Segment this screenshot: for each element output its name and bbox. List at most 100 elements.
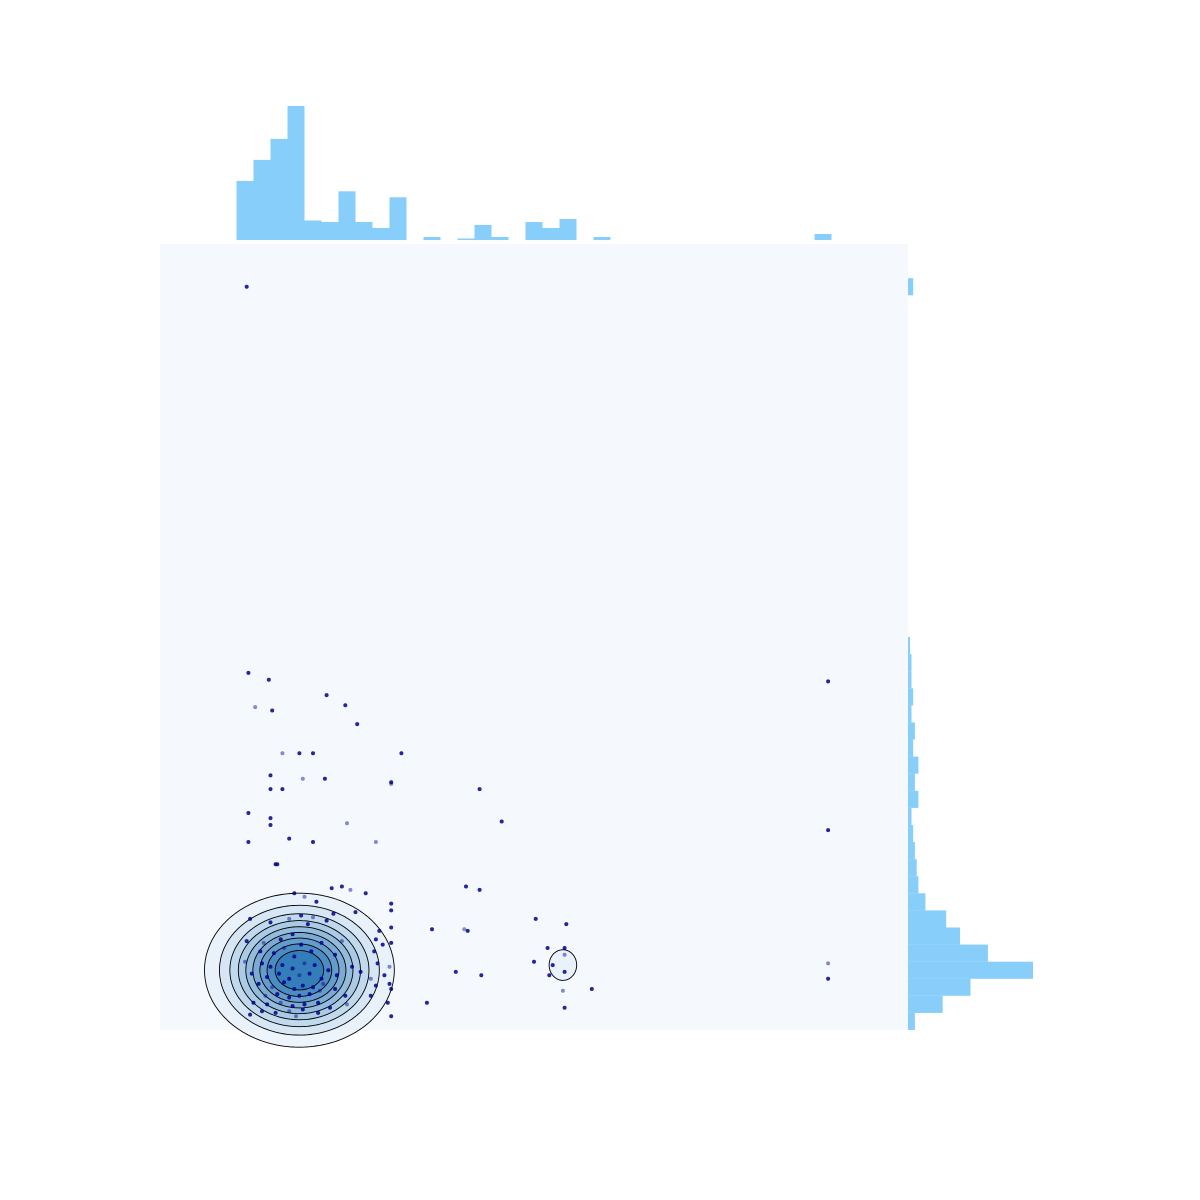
- scatter-point: [275, 992, 280, 997]
- scatter-point: [299, 942, 304, 947]
- scatter-point: [382, 973, 387, 978]
- y-histogram-bar: [908, 722, 915, 740]
- scatter-point: [377, 928, 382, 933]
- y-histogram-bar: [908, 637, 910, 655]
- scatter-point: [316, 1000, 321, 1005]
- y-histogram-bar: [908, 842, 915, 860]
- scatter-point: [387, 981, 392, 986]
- scatter-point: [287, 976, 292, 981]
- x-histogram-bar: [270, 138, 288, 240]
- scatter-point: [311, 840, 315, 844]
- scatter-point: [826, 976, 831, 981]
- scatter-point: [345, 821, 349, 826]
- scatter-point: [477, 787, 482, 792]
- scatter-point: [246, 670, 251, 675]
- x-histogram-bar: [423, 237, 441, 240]
- scatter-point: [292, 891, 297, 896]
- scatter-point: [389, 1014, 394, 1019]
- scatter-point: [562, 946, 567, 950]
- scatter-point: [319, 940, 324, 945]
- scatter-point: [562, 969, 567, 974]
- x-histogram-bar: [287, 106, 305, 240]
- x-histogram-bar: [542, 228, 560, 240]
- y-histogram-bar: [908, 807, 912, 825]
- scatter-point: [350, 964, 355, 969]
- scatter-point: [321, 981, 326, 986]
- y-histogram-bar: [908, 654, 912, 672]
- scatter-point: [256, 981, 261, 986]
- scatter-point: [550, 963, 555, 968]
- scatter-point: [309, 949, 314, 954]
- scatter-point: [826, 961, 831, 966]
- scatter-point: [312, 963, 317, 968]
- x-histogram-bar: [236, 180, 254, 240]
- y-histogram-bar: [908, 927, 961, 945]
- scatter-point: [826, 828, 831, 833]
- scatter-point: [300, 983, 305, 988]
- scatter-point: [260, 1009, 264, 1014]
- kde-level-line: [219, 904, 380, 1036]
- scatter-point: [287, 836, 292, 841]
- scatter-point: [430, 927, 434, 932]
- scatter-point: [317, 988, 322, 993]
- kde-level-fill: [275, 950, 324, 990]
- scatter-point: [334, 973, 339, 978]
- y-histogram-bar: [908, 978, 971, 996]
- scatter-point: [358, 969, 363, 974]
- x-histogram-bar: [457, 238, 475, 240]
- scatter-point: [326, 968, 331, 973]
- scatter-point: [564, 922, 569, 927]
- scatter-point: [292, 987, 297, 991]
- scatter-point: [282, 946, 287, 950]
- y-histogram-bar: [908, 859, 917, 877]
- scatter-point: [424, 1000, 429, 1005]
- y-histogram-bar: [908, 876, 919, 894]
- scatter-point: [294, 1014, 298, 1019]
- y-histogram-bar: [908, 756, 919, 774]
- scatter-point: [261, 940, 266, 945]
- scatter-point: [253, 705, 258, 710]
- x-histogram-bar: [304, 220, 322, 240]
- scatter-point: [277, 971, 281, 976]
- scatter-point: [562, 952, 567, 957]
- x-histogram-bar: [389, 197, 407, 240]
- scatter-point: [268, 920, 273, 925]
- y-histogram-bar: [908, 995, 943, 1013]
- scatter-point: [258, 949, 263, 954]
- scatter-point: [389, 987, 394, 991]
- scatter-point: [465, 928, 470, 933]
- scatter-point: [547, 973, 552, 978]
- y-marginal-histogram: [908, 278, 1033, 1030]
- scatter-point: [462, 927, 467, 932]
- scatter-point: [373, 937, 378, 942]
- y-histogram-bar: [908, 1012, 915, 1030]
- scatter-point: [314, 899, 319, 904]
- scatter-point: [560, 988, 565, 993]
- kde-level-line: [245, 926, 354, 1015]
- x-histogram-bar: [814, 234, 832, 240]
- scatter-point: [280, 787, 285, 792]
- scatter-point: [297, 751, 302, 756]
- scatter-points: [243, 284, 831, 1019]
- scatter-point: [297, 973, 302, 978]
- scatter-point: [373, 983, 378, 988]
- kde-level-line: [237, 920, 361, 1021]
- scatter-point: [319, 976, 324, 981]
- scatter-point: [324, 918, 329, 923]
- scatter-point: [251, 1000, 256, 1005]
- scatter-point: [244, 939, 249, 944]
- scatter-point: [385, 1000, 390, 1005]
- scatter-point: [389, 781, 394, 786]
- scatter-point: [343, 993, 348, 998]
- scatter-point: [302, 894, 307, 899]
- scatter-point: [268, 787, 273, 792]
- y-histogram-bar: [908, 705, 912, 723]
- scatter-point: [545, 946, 550, 950]
- scatter-point: [246, 840, 251, 844]
- scatter-point: [300, 776, 305, 781]
- scatter-point: [353, 910, 358, 915]
- scatter-point: [265, 975, 270, 979]
- scatter-point: [389, 780, 394, 785]
- scatter-point: [290, 932, 295, 937]
- scatter-point: [290, 1004, 295, 1009]
